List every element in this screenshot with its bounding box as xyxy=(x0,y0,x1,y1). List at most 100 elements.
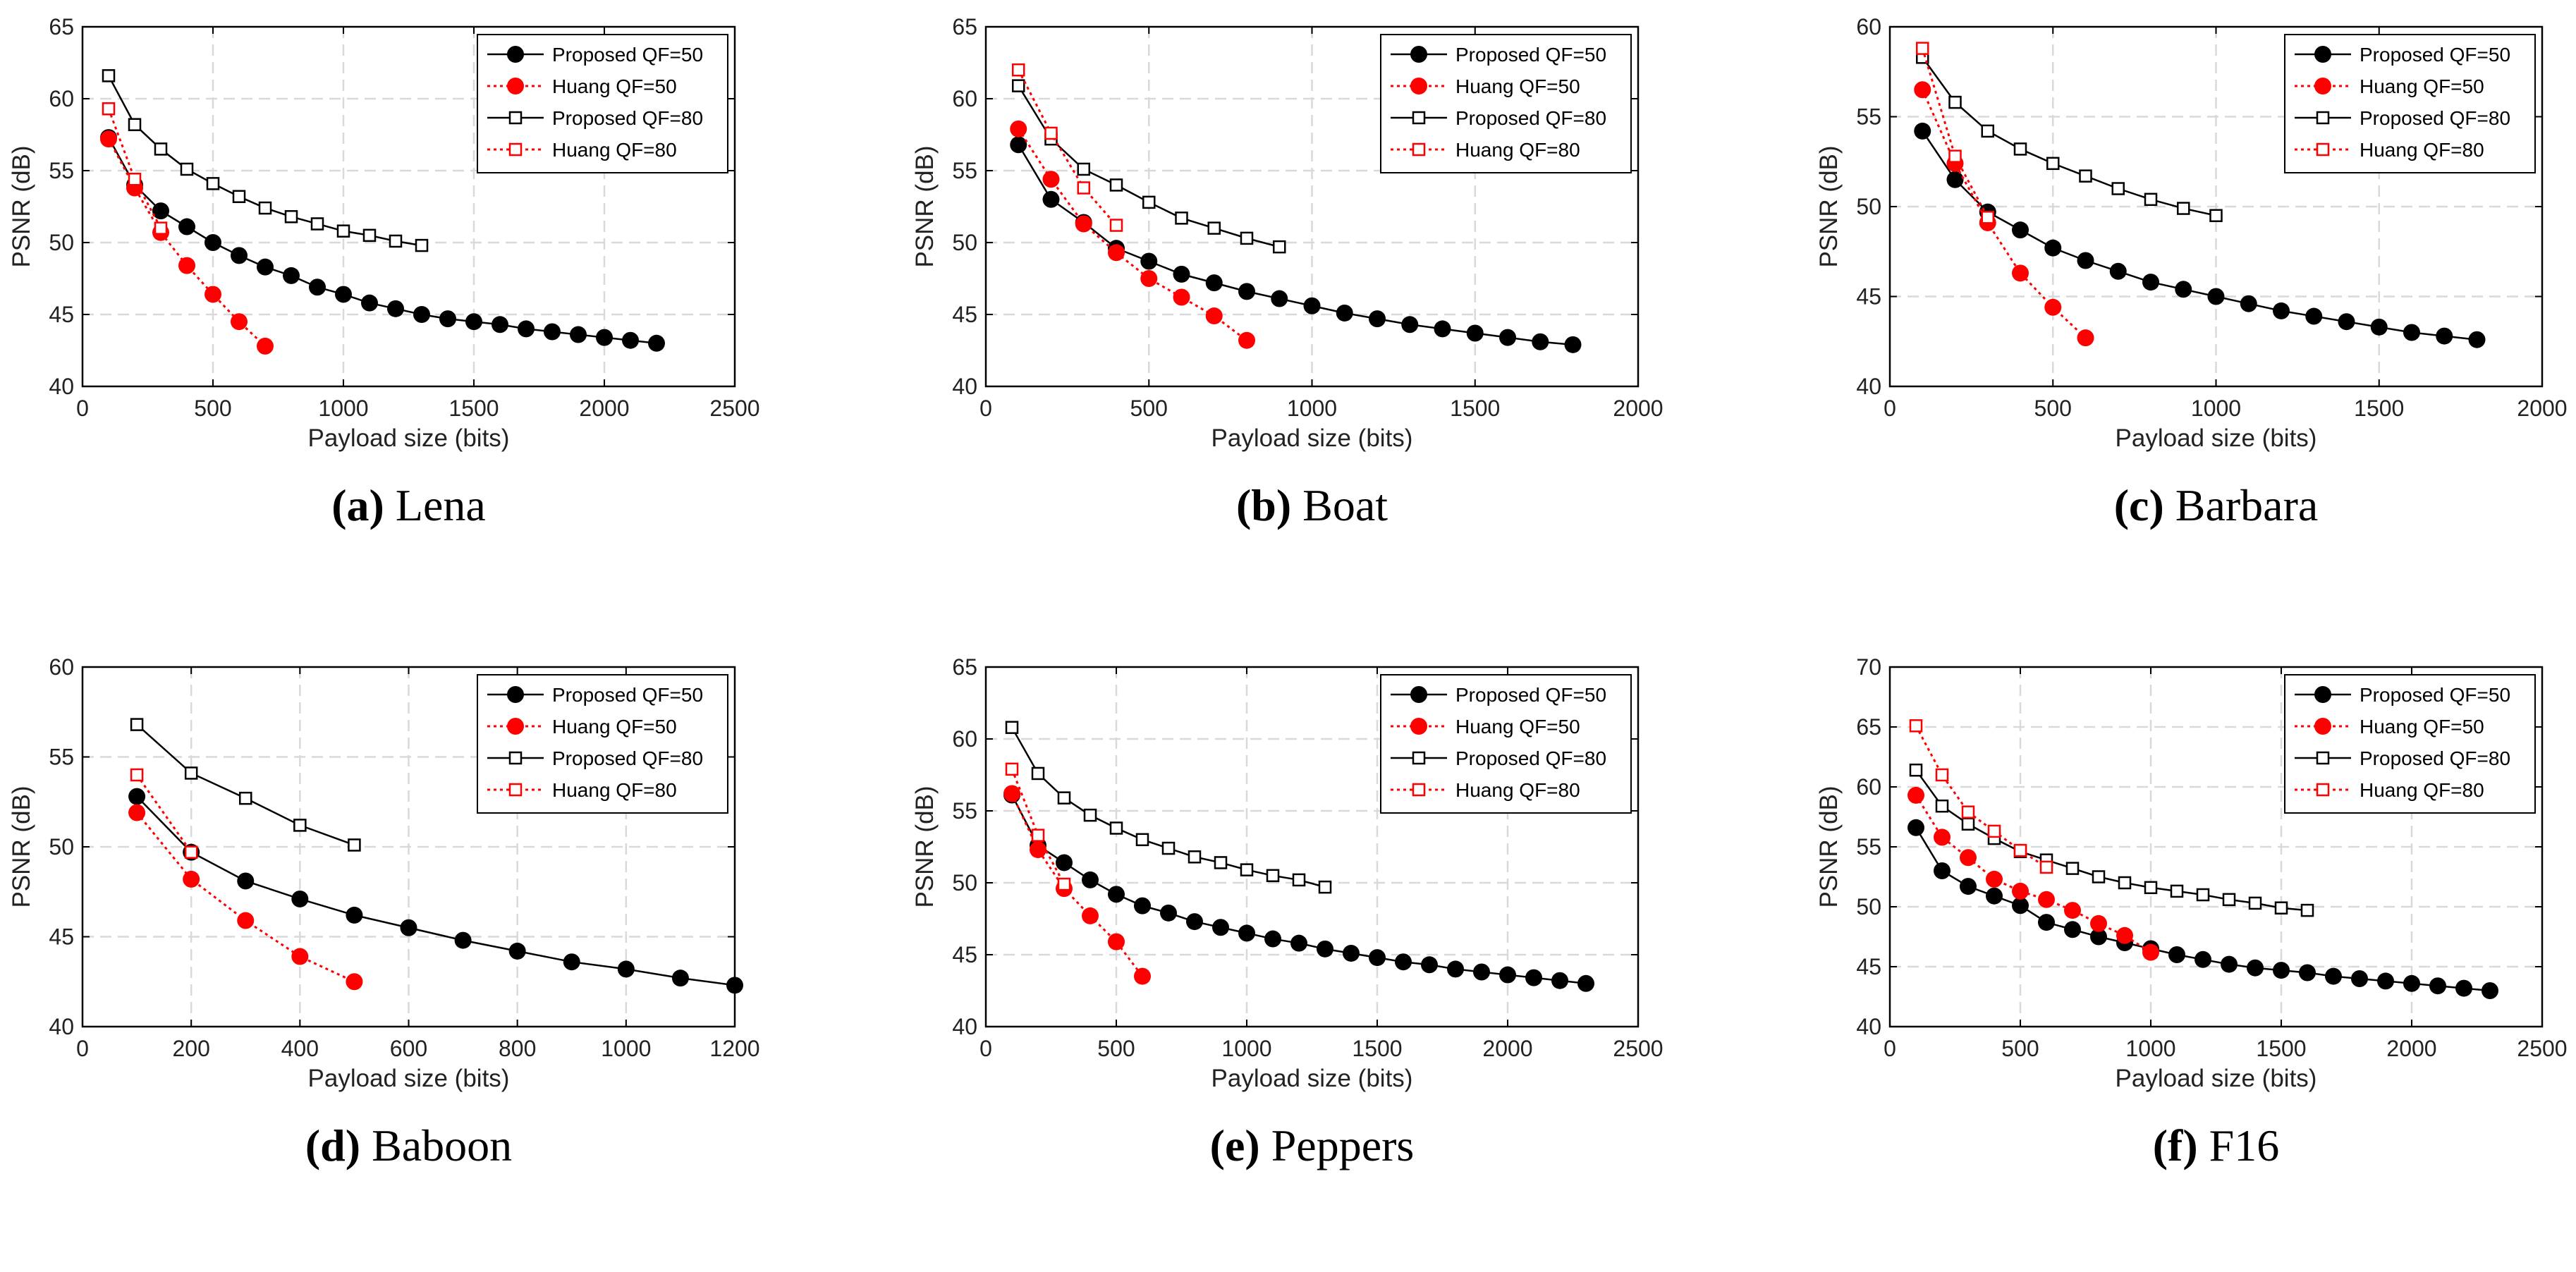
data-point xyxy=(1907,786,1924,804)
data-point xyxy=(2038,891,2055,908)
x-tick-label: 500 xyxy=(1097,1036,1135,1061)
data-point xyxy=(1318,880,1332,894)
subfigure-caption: (e) Peppers xyxy=(1210,1120,1415,1170)
legend-swatch-marker xyxy=(508,142,523,157)
legend-label: Proposed QF=80 xyxy=(1455,107,1606,129)
legend-swatch-marker xyxy=(1410,686,1427,703)
y-tick-label: 45 xyxy=(1856,284,1881,310)
data-point xyxy=(1031,828,1045,842)
y-tick-label: 45 xyxy=(49,302,74,327)
legend-label: Proposed QF=50 xyxy=(552,684,703,706)
data-point xyxy=(1421,956,1438,974)
y-tick-label: 40 xyxy=(1856,1014,1881,1039)
data-point xyxy=(2377,972,2394,990)
x-tick-label: 1000 xyxy=(1287,396,1337,421)
data-point xyxy=(1290,934,1307,952)
data-point xyxy=(1214,856,1228,869)
legend-swatch-marker xyxy=(2314,78,2331,94)
y-axis-label: PSNR (dB) xyxy=(911,785,939,907)
data-point xyxy=(1961,817,1975,831)
caption-letter: (c) xyxy=(2114,480,2164,530)
series-line xyxy=(1922,56,2216,216)
data-point xyxy=(1401,316,1419,334)
legend-swatch-marker xyxy=(507,718,524,735)
data-point xyxy=(1303,297,1321,314)
caption-letter: (d) xyxy=(305,1120,360,1170)
data-point xyxy=(293,819,307,832)
series-huang-qf-50 xyxy=(128,804,363,991)
data-point xyxy=(1140,252,1158,270)
legend: Proposed QF=50 Huang QF=50 Proposed QF=80 H… xyxy=(477,34,728,173)
data-point xyxy=(1175,212,1188,225)
legend: Proposed QF=50 Huang QF=50 Proposed QF=80 H… xyxy=(477,674,728,814)
chart-peppers: 0 500 1000 1500 2000 2500 40 45 50 55 60 65 Proposed… xyxy=(911,654,1664,1170)
data-point xyxy=(128,804,146,821)
x-tick-label: 400 xyxy=(281,1036,319,1061)
data-point xyxy=(2144,881,2158,895)
data-point xyxy=(348,838,361,852)
legend-label: Proposed QF=50 xyxy=(2360,44,2510,66)
data-point xyxy=(2175,281,2192,298)
data-point xyxy=(178,257,195,274)
plot-frame xyxy=(1888,25,2544,388)
data-point xyxy=(152,202,169,220)
legend-swatch-marker xyxy=(2316,142,2330,157)
legend-label: Proposed QF=80 xyxy=(2360,107,2510,129)
series-proposed-qf-50 xyxy=(1003,786,1594,992)
data-point xyxy=(1907,819,1924,836)
y-tick-label: 65 xyxy=(952,654,977,680)
y-tick-label: 40 xyxy=(49,1014,74,1039)
legend-swatch-marker xyxy=(508,751,523,765)
data-point xyxy=(1042,190,1060,208)
subfigure-caption: (c) Barbara xyxy=(2114,480,2319,530)
y-tick-label: 55 xyxy=(952,798,977,824)
series-line xyxy=(1017,69,1118,226)
y-tick-label: 50 xyxy=(952,870,977,895)
subfigure-caption: (a) Lena xyxy=(331,480,486,530)
data-point xyxy=(2012,882,2029,900)
data-point xyxy=(1207,221,1221,235)
y-tick-label: 55 xyxy=(49,745,74,770)
x-axis-label: Payload size (bits) xyxy=(2116,424,2317,452)
x-axis-label: Payload size (bits) xyxy=(2116,1065,2317,1092)
data-point xyxy=(130,718,144,731)
data-point xyxy=(1336,304,1353,322)
data-point xyxy=(1161,841,1176,855)
data-point xyxy=(2013,843,2027,857)
data-point xyxy=(2044,298,2062,316)
x-tick-label: 500 xyxy=(2034,396,2072,421)
series-huang-qf-50 xyxy=(1010,120,1255,349)
data-point xyxy=(2325,967,2342,985)
data-point xyxy=(1134,967,1151,985)
data-point xyxy=(1108,886,1125,903)
data-point xyxy=(1012,79,1025,92)
legend-label: Huang QF=50 xyxy=(2360,716,2484,738)
series-line xyxy=(1915,725,2047,869)
legend-label: Huang QF=80 xyxy=(1455,779,1580,801)
legend-swatch-marker xyxy=(1412,142,1426,157)
y-tick-label: 50 xyxy=(952,230,977,255)
data-point xyxy=(2436,327,2453,345)
data-point xyxy=(128,788,146,805)
data-point xyxy=(1395,953,1412,971)
data-point xyxy=(415,238,429,252)
y-tick-label: 70 xyxy=(1856,654,1881,680)
chart-boat: 0 500 1000 1500 2000 40 45 50 55 60 65 Proposed QF=… xyxy=(911,14,1664,530)
x-tick-label: 1000 xyxy=(601,1036,651,1061)
y-tick-label: 50 xyxy=(1856,894,1881,919)
data-point xyxy=(2111,182,2125,195)
x-axis-label: Payload size (bits) xyxy=(308,1065,510,1092)
data-point xyxy=(2109,262,2127,280)
data-point xyxy=(2177,202,2190,215)
data-point xyxy=(1948,95,1962,109)
caption-name: F16 xyxy=(2209,1120,2280,1170)
x-tick-label: 0 xyxy=(979,396,992,421)
chart-baboon: 0 200 400 600 800 1000 1200 40 45 50 55 60 Proposed … xyxy=(8,654,760,1170)
data-point xyxy=(2090,915,2107,932)
data-point xyxy=(310,217,324,231)
x-tick-label: 2000 xyxy=(2517,396,2567,421)
data-point xyxy=(1012,63,1025,77)
legend-label: Huang QF=50 xyxy=(1455,75,1580,97)
data-point xyxy=(1082,871,1099,888)
